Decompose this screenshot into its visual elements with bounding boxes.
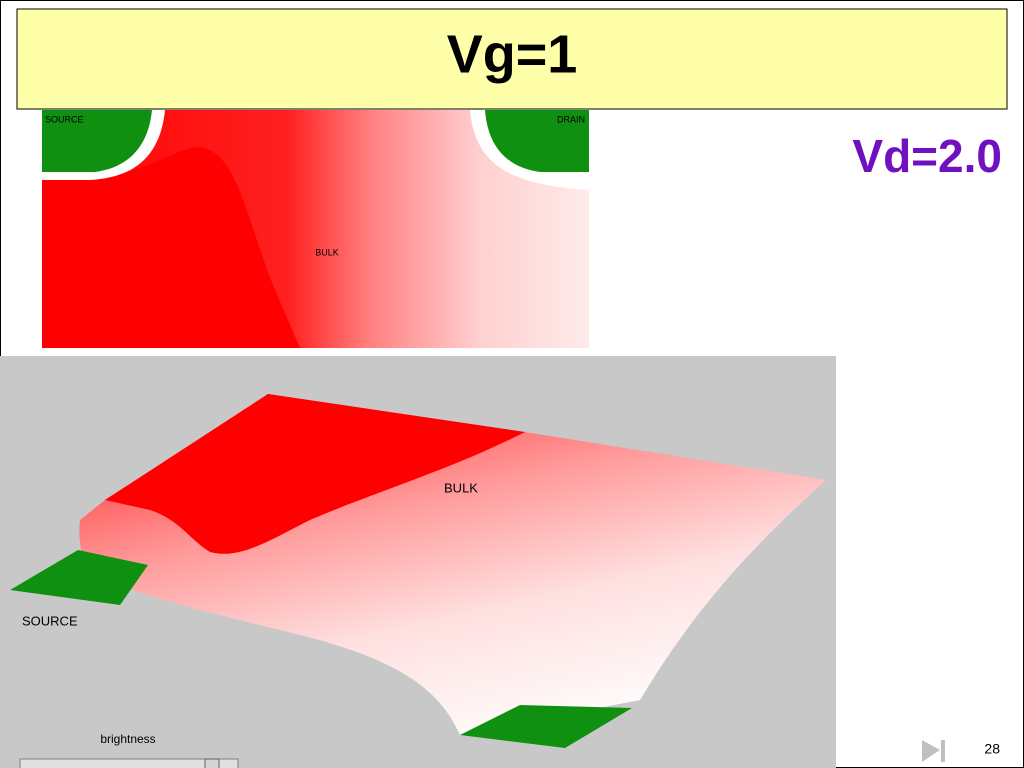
page-number: 28	[984, 741, 1000, 757]
drain-contact	[485, 110, 589, 172]
slider-thumb[interactable]	[204, 758, 220, 768]
source-contact-3d	[10, 550, 148, 605]
title-box	[16, 8, 1008, 110]
surface-core	[105, 394, 525, 554]
drain-label: DRAIN	[557, 114, 585, 124]
drain-contact-3d	[460, 705, 632, 748]
field-core	[42, 147, 300, 348]
nav-bar[interactable]	[941, 740, 945, 762]
surface-view: BULK SOURCE brightness	[0, 356, 836, 768]
source-contact	[42, 110, 152, 172]
nav-next[interactable]	[922, 740, 945, 762]
top-view: SOURCE DRAIN BULK	[42, 110, 589, 348]
bulk-label: BULK	[315, 247, 339, 257]
bulk-label-3d: BULK	[444, 480, 478, 495]
title: Vg=1	[447, 24, 578, 84]
slider-label: brightness	[100, 732, 155, 746]
source-label: SOURCE	[45, 114, 84, 124]
nav-arrow[interactable]	[922, 740, 940, 762]
source-label-3d: SOURCE	[22, 613, 78, 628]
annotation: Vd=2.0	[852, 130, 1002, 182]
brightness-slider[interactable]	[19, 758, 239, 768]
